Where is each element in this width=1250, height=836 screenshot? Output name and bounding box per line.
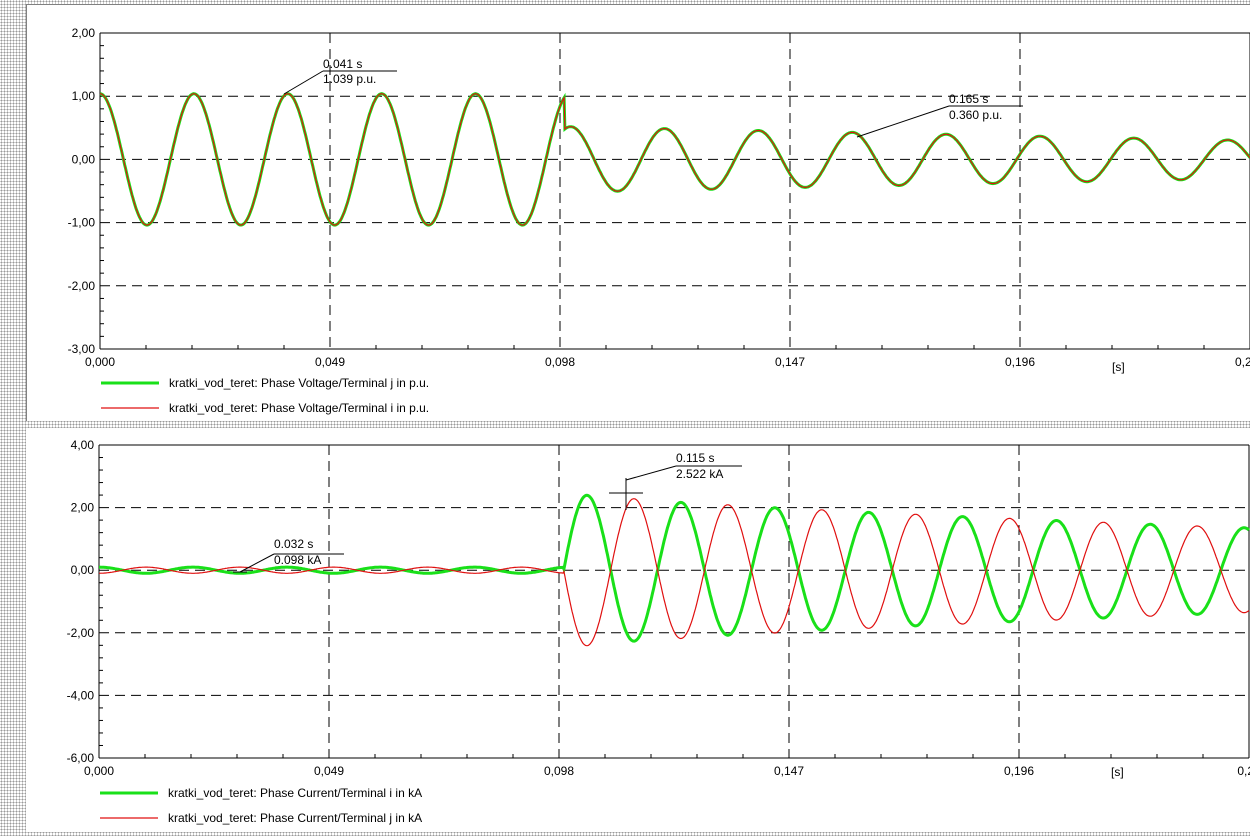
current-series (99, 493, 1250, 647)
voltage-legend: kratki_vod_teret: Phase Voltage/Terminal… (101, 376, 429, 415)
current-grid (98, 444, 1250, 759)
voltage-x-tick-label: 0,049 (315, 355, 345, 369)
voltage-annotation-2-time: 0.165 s (949, 92, 988, 106)
voltage-x-unit-label: [s] (1112, 360, 1125, 374)
voltage-y-tick-label: -3,00 (68, 342, 96, 356)
current-annotation-2-value: 2.522 kA (676, 467, 723, 481)
voltage-x-tick-label: 0,098 (545, 355, 575, 369)
current-legend-green: kratki_vod_teret: Phase Current/Terminal… (168, 786, 422, 800)
voltage-y-ticks: 2,00 1,00 0,00 -1,00 -2,00 -3,00 (68, 26, 96, 356)
voltage-y-tick-label: 2,00 (72, 26, 96, 40)
current-y-tick-label: 2,00 (71, 501, 95, 515)
voltage-grid (99, 32, 1250, 350)
current-series-red-line (99, 498, 1250, 647)
voltage-x-tick-label: 0,147 (775, 355, 805, 369)
current-y-ticks: 4,00 2,00 0,00 -2,00 -4,00 -6,00 (67, 438, 95, 765)
voltage-series-red-line (99, 93, 1250, 226)
current-x-tick-label: 0,000 (84, 764, 114, 778)
current-legend-red: kratki_vod_teret: Phase Current/Terminal… (168, 811, 422, 825)
current-y-tick-label: 0,00 (71, 563, 95, 577)
current-series-green-line (99, 493, 1250, 643)
voltage-y-tick-label: 1,00 (72, 89, 96, 103)
current-x-ticks: 0,000 0,049 0,098 0,147 0,196 0,24 (84, 764, 1250, 778)
current-x-tick-label: 0,098 (544, 764, 574, 778)
current-annotation-2-time: 0.115 s (676, 451, 714, 465)
voltage-legend-red: kratki_vod_teret: Phase Voltage/Terminal… (169, 401, 429, 415)
current-y-tick-label: -4,00 (67, 688, 95, 702)
voltage-y-tick-label: -1,00 (68, 216, 96, 230)
current-y-tick-label: 4,00 (71, 438, 95, 452)
current-x-tick-label: 0,147 (774, 764, 804, 778)
current-legend: kratki_vod_teret: Phase Current/Terminal… (100, 786, 422, 825)
voltage-x-tick-label: 0,196 (1005, 355, 1035, 369)
voltage-series (99, 92, 1250, 227)
voltage-annotation-2: 0.165 s 0.360 p.u. (856, 92, 1023, 138)
current-chart: 4,002,000,00-2,00-4,00-6,00 0,000 0,049 0,… (67, 438, 1250, 825)
voltage-y-tick-label: 0,00 (72, 152, 96, 166)
voltage-annotation-2-value: 0.360 p.u. (949, 108, 1002, 122)
current-x-tick-label: 0,24 (1237, 764, 1250, 778)
voltage-legend-green: kratki_vod_teret: Phase Voltage/Terminal… (169, 376, 429, 390)
current-x-tick-label: 0,196 (1004, 764, 1034, 778)
current-x-tick-label: 0,049 (314, 764, 344, 778)
current-annotation-1: 0.032 s 0.098 kA (233, 537, 344, 573)
voltage-x-ticks: 0,000 0,049 0,098 0,147 0,196 0,245 (85, 355, 1250, 369)
current-annotation-1-time: 0.032 s (274, 537, 313, 551)
current-y-tick-label: -2,00 (67, 626, 95, 640)
voltage-annotation-1-value: 1.039 p.u. (323, 72, 376, 86)
current-annotation-1-value: 0.098 kA (274, 553, 321, 567)
voltage-chart: 2,001,000,00-1,00-2,00-3,00 0,000 0,049 0,… (68, 26, 1250, 415)
voltage-x-tick-label: 0,000 (85, 355, 115, 369)
voltage-annotation-1: 0.041 s 1.039 p.u. (283, 57, 397, 95)
voltage-y-tick-label: -2,00 (68, 279, 96, 293)
voltage-annotation-1-time: 0.041 s (323, 57, 362, 71)
current-plot-panel: 4,00 2,00 0,00 -2,00 -4,00 -6,00 0,000 0,049 0,… (26, 428, 1250, 832)
current-y-tick-label: -6,00 (67, 751, 95, 765)
voltage-plot-panel: 2,00 1,00 0,00 -1,00 -2,00 -3,00 0,000 0,049 0,… (26, 4, 1250, 421)
voltage-x-tick-label: 0,245 (1235, 355, 1250, 369)
current-x-unit-label: [s] (1111, 765, 1124, 779)
current-annotation-2: 0.115 s 2.522 kA (609, 451, 742, 510)
